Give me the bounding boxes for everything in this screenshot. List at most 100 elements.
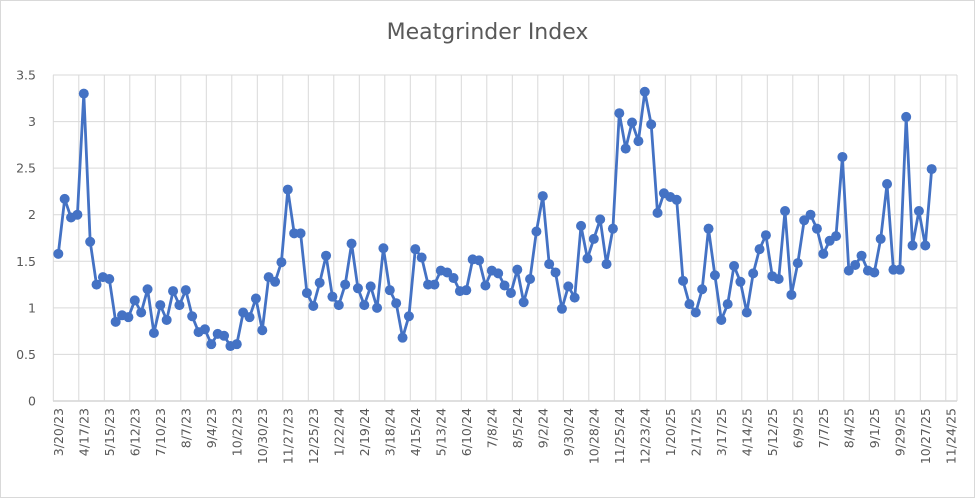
data-point (429, 279, 440, 290)
x-tick-label: 6/9/25 (790, 408, 805, 448)
data-point (250, 293, 261, 304)
data-point (270, 276, 281, 287)
x-tick-label: 12/25/23 (306, 408, 321, 464)
y-tick-label: 0 (28, 394, 36, 409)
data-point (678, 275, 689, 286)
data-point (276, 257, 287, 268)
data-point (773, 273, 784, 284)
data-point (161, 314, 172, 325)
data-point (461, 285, 472, 296)
data-point (901, 111, 912, 122)
data-point (333, 300, 344, 311)
data-point (633, 136, 644, 147)
x-tick-label: 6/10/24 (459, 408, 474, 456)
x-tick-label: 11/25/24 (612, 408, 627, 464)
data-point (792, 258, 803, 269)
data-point (59, 193, 70, 204)
data-point (741, 307, 752, 318)
data-point (493, 268, 504, 279)
data-point (136, 307, 147, 318)
x-tick-label: 3/17/25 (714, 408, 729, 456)
y-tick-label: 3 (28, 114, 36, 129)
data-point (244, 312, 255, 323)
data-point (735, 276, 746, 287)
x-tick-label: 9/2/24 (535, 408, 550, 448)
data-point (518, 297, 529, 308)
data-point (894, 264, 905, 275)
data-point (391, 298, 402, 309)
data-point (397, 332, 408, 343)
data-point (378, 243, 389, 254)
data-point (327, 291, 338, 302)
data-point (301, 287, 312, 298)
data-point (199, 324, 210, 335)
data-point (703, 223, 714, 234)
data-point (646, 119, 657, 130)
x-tick-label: 10/27/25 (918, 408, 933, 464)
y-tick-label: 3.5 (16, 68, 36, 83)
data-point (480, 280, 491, 291)
data-point (563, 281, 574, 292)
data-point (365, 281, 376, 292)
data-point (499, 280, 510, 291)
data-point (856, 250, 867, 261)
data-point (129, 295, 140, 306)
data-point (620, 143, 631, 154)
data-point (754, 244, 765, 255)
data-point (690, 307, 701, 318)
x-tick-label: 7/8/24 (484, 408, 499, 448)
data-point (148, 328, 159, 339)
data-point (722, 299, 733, 310)
data-point (85, 236, 96, 247)
data-point (346, 238, 357, 249)
data-point (550, 267, 561, 278)
data-point (913, 205, 924, 216)
x-tick-label: 5/13/24 (433, 408, 448, 456)
data-point (684, 299, 695, 310)
x-tick-label: 10/30/23 (255, 408, 270, 464)
x-tick-label: 1/20/25 (663, 408, 678, 456)
x-tick-label: 9/1/25 (867, 408, 882, 448)
x-tick-label: 9/30/24 (561, 408, 576, 456)
data-point (321, 250, 332, 261)
data-point (850, 260, 861, 271)
x-tick-label: 11/27/23 (280, 408, 295, 464)
data-point (576, 220, 587, 231)
data-point (607, 223, 618, 234)
data-point (920, 240, 931, 251)
data-point (882, 178, 893, 189)
data-point (187, 311, 198, 322)
data-point (525, 273, 536, 284)
x-tick-label: 5/12/25 (765, 408, 780, 456)
y-tick-label: 2.5 (16, 161, 36, 176)
x-tick-label: 3/20/23 (51, 408, 66, 456)
x-tick-label: 2/17/25 (688, 408, 703, 456)
x-tick-label: 11/24/25 (943, 408, 958, 464)
data-point (780, 205, 791, 216)
data-point (359, 300, 370, 311)
data-point (697, 284, 708, 295)
data-point (786, 289, 797, 300)
x-tick-label: 12/23/24 (637, 408, 652, 464)
data-point (295, 228, 306, 239)
data-point (410, 244, 421, 255)
data-point (308, 300, 319, 311)
data-point (231, 339, 242, 350)
data-point (601, 259, 612, 270)
x-tick-label: 2/19/24 (357, 408, 372, 456)
data-point (805, 209, 816, 220)
data-point (556, 303, 567, 314)
x-tick-label: 5/15/23 (102, 408, 117, 456)
data-point (206, 339, 217, 350)
data-point (78, 88, 89, 99)
data-point (837, 151, 848, 162)
x-tick-label: 10/28/24 (586, 408, 601, 464)
data-point (869, 267, 880, 278)
data-point (614, 108, 625, 119)
x-tick-label: 7/7/25 (816, 408, 831, 448)
x-tick-label: 1/22/24 (331, 408, 346, 456)
data-point (123, 312, 134, 323)
data-point (512, 264, 523, 275)
x-tick-label: 4/14/25 (739, 408, 754, 456)
data-point (91, 279, 102, 290)
